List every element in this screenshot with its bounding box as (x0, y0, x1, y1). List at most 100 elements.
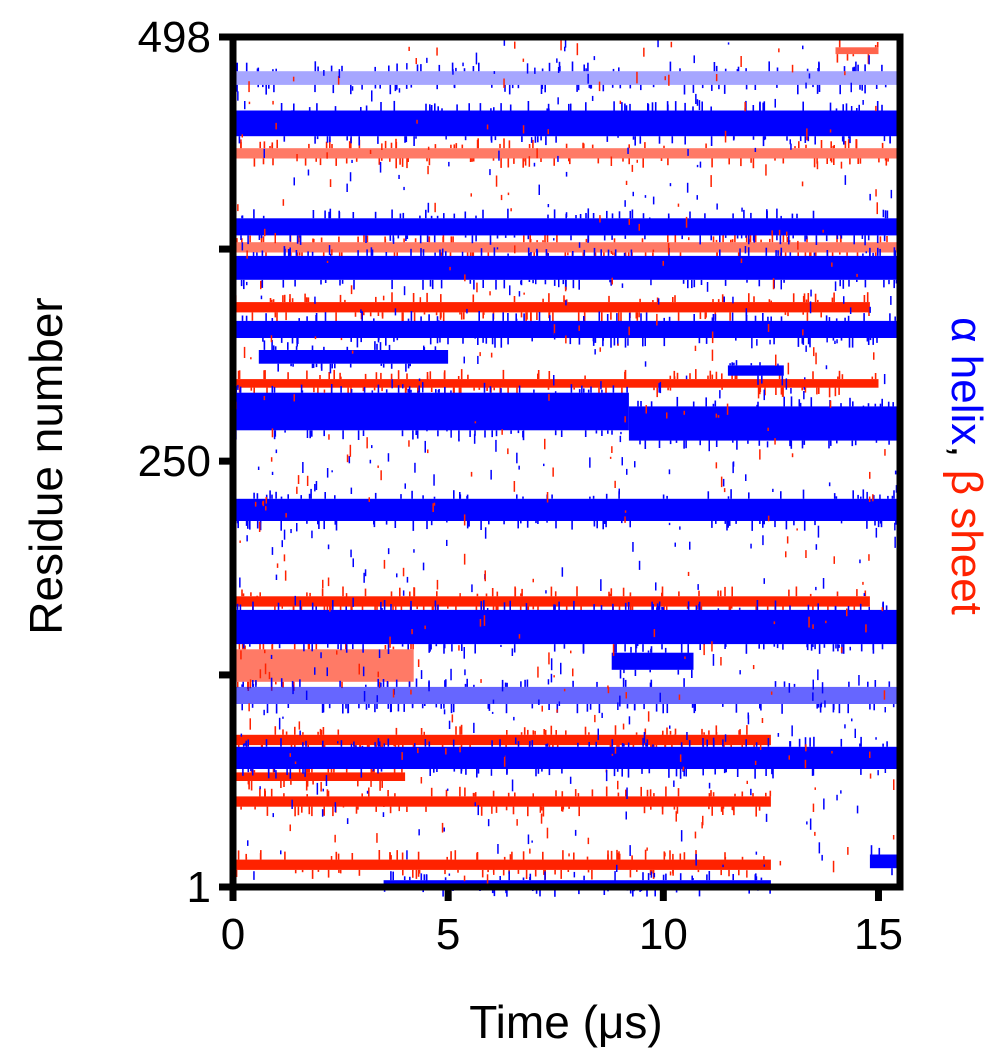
band-fleck (667, 704, 669, 713)
noise-mark (703, 644, 705, 655)
noise-mark (626, 788, 628, 800)
noise-mark (713, 654, 715, 666)
band-fleck (621, 769, 623, 777)
band-fleck (336, 852, 338, 860)
band-fleck (429, 742, 431, 747)
noise-mark (425, 441, 427, 453)
band-fleck (543, 807, 545, 817)
band-fleck (375, 493, 377, 499)
noise-mark (276, 450, 278, 454)
band-fleck (380, 683, 382, 687)
band-fleck (864, 85, 866, 94)
band-fleck (392, 607, 394, 611)
band-fleck (583, 388, 585, 392)
band-fleck (404, 876, 406, 880)
noise-mark (401, 324, 403, 329)
band-fleck (475, 235, 477, 241)
band-fleck (775, 601, 777, 610)
noise-mark (504, 756, 506, 767)
band-fleck (509, 140, 511, 148)
band-fleck (415, 430, 417, 435)
band-fleck (815, 294, 817, 302)
noise-mark (869, 194, 871, 201)
band-fleck (325, 280, 327, 283)
band-fleck (440, 294, 442, 302)
band-fleck (852, 441, 854, 447)
band-fleck (502, 312, 504, 321)
noise-mark (787, 597, 789, 604)
band-fleck (642, 738, 644, 747)
band-fleck (762, 521, 764, 528)
band-fleck (628, 158, 630, 164)
band-fleck (860, 497, 862, 499)
band-fleck (595, 338, 597, 343)
band-fleck (470, 253, 472, 257)
band-fleck (624, 104, 626, 111)
noise-mark (678, 204, 680, 207)
band-fleck (427, 235, 429, 242)
noise-mark (884, 135, 886, 141)
noise-mark (792, 65, 794, 73)
noise-mark (540, 801, 542, 813)
band-fleck (443, 213, 445, 218)
band-fleck (769, 239, 771, 242)
noise-mark (523, 293, 525, 295)
band-fleck (520, 521, 522, 523)
noise-mark (393, 689, 395, 697)
band-fleck (295, 870, 297, 873)
band-fleck (336, 521, 338, 531)
band-fleck (247, 521, 249, 529)
band-fleck (881, 65, 883, 71)
band-fleck (422, 280, 424, 290)
noise-mark (351, 488, 353, 494)
band-fleck (763, 856, 765, 860)
band-fleck (517, 521, 519, 528)
band-fleck (272, 318, 274, 321)
noise-mark (612, 278, 614, 285)
band-fleck (527, 521, 529, 528)
band-fleck (332, 807, 334, 817)
band-fleck (412, 870, 414, 878)
band-fleck (635, 643, 637, 653)
band-fleck (465, 136, 467, 140)
noise-mark (296, 154, 298, 161)
band-fleck (864, 235, 866, 245)
band-14 (870, 855, 900, 869)
noise-mark (850, 647, 852, 651)
noise-mark (645, 195, 647, 198)
noise-mark (393, 743, 395, 747)
noise-mark (764, 865, 766, 867)
noise-mark (790, 139, 792, 144)
band-fleck (302, 732, 304, 735)
band-fleck (401, 607, 403, 611)
noise-mark (734, 261, 736, 272)
noise-mark (744, 102, 746, 111)
noise-mark (531, 841, 533, 843)
band-fleck (887, 158, 889, 161)
band-fleck (243, 280, 245, 289)
noise-mark (422, 382, 424, 392)
noise-mark (639, 561, 641, 570)
noise-mark (666, 412, 668, 418)
band-fleck (402, 870, 404, 876)
band-fleck (620, 670, 622, 679)
band-fleck (433, 769, 435, 773)
noise-mark (388, 453, 390, 461)
noise-mark (284, 554, 286, 561)
band-fleck (587, 63, 589, 71)
noise-mark (668, 243, 670, 255)
band-fleck (777, 644, 779, 648)
band-fleck (873, 704, 875, 710)
noise-mark (264, 396, 266, 400)
noise-mark (797, 241, 799, 250)
band-fleck (250, 769, 252, 771)
band-fleck (742, 857, 744, 860)
noise-mark (244, 743, 246, 746)
band-fleck (421, 728, 423, 735)
noise-mark (527, 63, 529, 73)
band-fleck (553, 158, 555, 165)
band-fleck (601, 390, 603, 393)
band-fleck (579, 338, 581, 345)
band-fleck (804, 441, 806, 445)
band-fleck (889, 313, 891, 321)
